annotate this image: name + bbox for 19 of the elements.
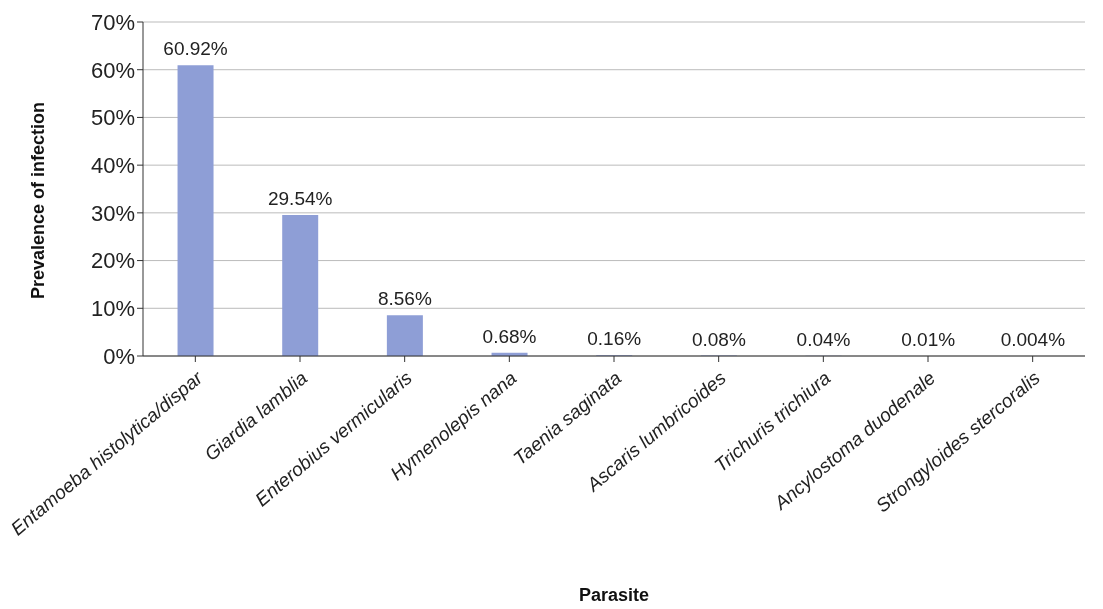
- data-label: 60.92%: [163, 38, 228, 60]
- data-label: 0.08%: [691, 328, 746, 350]
- y-tick-label: 40%: [90, 152, 135, 178]
- data-label: 29.54%: [267, 188, 333, 210]
- y-tick-label: 30%: [90, 200, 135, 226]
- y-tick-label: 0%: [103, 343, 135, 369]
- data-label: 0.16%: [587, 328, 642, 350]
- y-tick-label: 60%: [90, 57, 135, 83]
- data-label: 8.56%: [377, 288, 432, 310]
- x-axis-title: Parasite: [578, 585, 650, 605]
- data-label: 0.04%: [796, 328, 851, 350]
- data-label: 0.004%: [1000, 328, 1066, 350]
- data-label: 0.68%: [482, 325, 537, 347]
- y-tick-label: 70%: [90, 9, 135, 35]
- data-label: 0.01%: [901, 328, 956, 350]
- y-axis-title: Prevalence of infection: [28, 101, 49, 299]
- y-tick-label: 50%: [90, 105, 135, 131]
- y-tick-label: 10%: [90, 296, 135, 322]
- y-tick-label: 20%: [90, 248, 135, 274]
